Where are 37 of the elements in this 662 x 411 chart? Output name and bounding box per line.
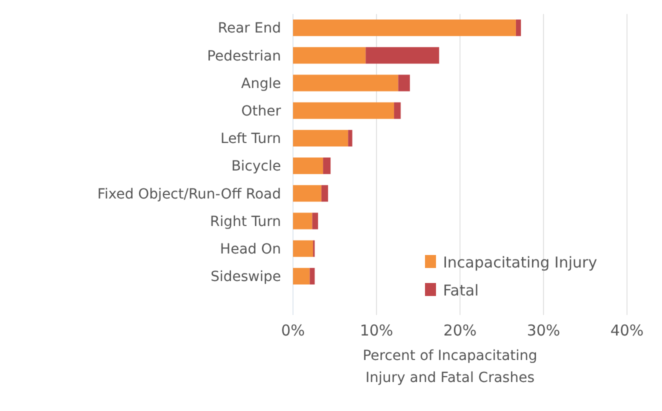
legend-label: Incapacitating Injury bbox=[443, 253, 598, 272]
x-tick-label: 10% bbox=[360, 322, 394, 340]
y-tick-label: Left Turn bbox=[220, 131, 281, 148]
bar bbox=[293, 74, 398, 92]
y-tick-label: Rear End bbox=[218, 20, 281, 37]
bar bbox=[293, 102, 394, 119]
y-tick-label: Pedestrian bbox=[207, 48, 281, 64]
x-tick-label: 20% bbox=[443, 322, 477, 340]
x-tick-label: 0% bbox=[281, 322, 305, 340]
bar bbox=[398, 74, 410, 92]
x-tick-label: 30% bbox=[526, 322, 560, 340]
y-tick-label: Right Turn bbox=[210, 214, 281, 230]
bar bbox=[293, 158, 324, 174]
bar bbox=[293, 47, 366, 64]
bar bbox=[312, 212, 318, 230]
bar bbox=[323, 158, 331, 174]
bar bbox=[293, 20, 516, 36]
y-tick-label: Angle bbox=[241, 76, 281, 92]
bar bbox=[293, 268, 310, 284]
bar bbox=[293, 185, 322, 202]
y-tick-label: Other bbox=[241, 104, 282, 120]
bar bbox=[348, 130, 352, 146]
bar bbox=[321, 185, 328, 202]
bar bbox=[310, 268, 315, 284]
x-tick-label: 40% bbox=[610, 322, 644, 340]
bar bbox=[293, 212, 312, 230]
bar bbox=[293, 240, 314, 257]
bar bbox=[293, 130, 348, 146]
legend-label: Fatal bbox=[443, 281, 479, 300]
bar bbox=[366, 47, 440, 64]
y-tick-label: Fixed Object/Run-Off Road bbox=[97, 186, 281, 202]
y-tick-label: Bicycle bbox=[231, 158, 281, 175]
y-tick-label: Head On bbox=[220, 242, 281, 258]
x-axis-title: Percent of Incapacitating Injury and Fatal Crashes bbox=[362, 348, 538, 386]
y-tick-label: Sideswipe bbox=[210, 269, 281, 286]
bar bbox=[394, 102, 401, 119]
bar bbox=[516, 20, 521, 36]
